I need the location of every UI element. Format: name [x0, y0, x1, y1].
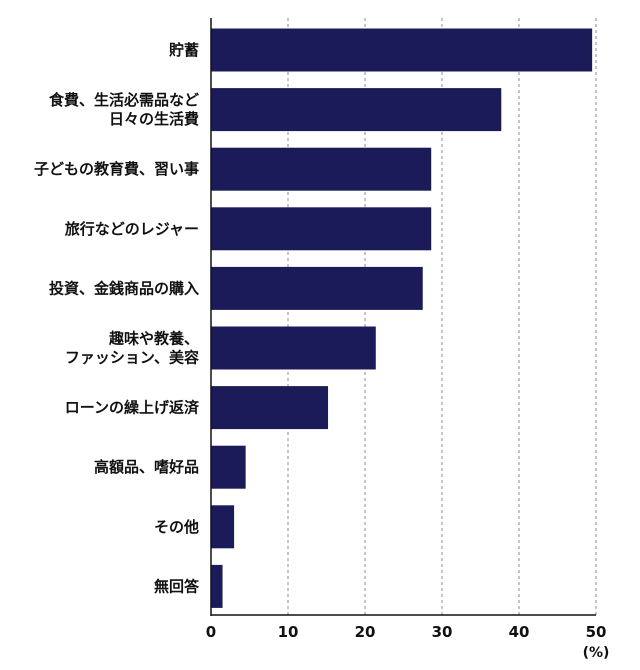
category-label: ファッション、美容	[65, 349, 199, 367]
x-tick-label: 30	[432, 623, 453, 641]
category-label: 子どもの教育費、習い事	[34, 160, 199, 178]
category-label: 貯蓄	[169, 41, 199, 59]
category-label: その他	[154, 518, 199, 536]
category-label: 食費、生活必需品など	[49, 91, 199, 109]
axes	[210, 18, 596, 616]
x-tick-label: 50	[586, 623, 607, 641]
x-axis-unit: (%)	[583, 645, 610, 661]
bar	[211, 564, 223, 608]
category-label: 日々の生活費	[109, 110, 199, 128]
category-label: 高額品、嗜好品	[94, 458, 199, 476]
bars	[211, 28, 593, 608]
tick-labels: 0 10 20 30 40 50	[206, 623, 607, 641]
bar	[211, 505, 235, 549]
x-tick-label: 40	[509, 623, 530, 641]
category-label: 無回答	[154, 577, 200, 595]
bar	[211, 88, 502, 132]
bar	[211, 207, 432, 251]
category-label: 投資、金銭商品の購入	[49, 279, 199, 297]
bar	[211, 147, 432, 191]
category-label: 旅行などのレジャー	[65, 220, 199, 238]
bar	[211, 326, 376, 370]
x-tick-label: 20	[355, 623, 376, 641]
bar	[211, 445, 246, 489]
bar	[211, 266, 423, 310]
x-tick-label: 0	[206, 623, 216, 641]
x-tick-label: 10	[278, 623, 299, 641]
bar	[211, 386, 329, 430]
bar	[211, 28, 593, 72]
category-labels: 貯蓄食費、生活必需品など日々の生活費子どもの教育費、習い事旅行などのレジャー投資…	[34, 41, 200, 595]
category-label: 趣味や教養、	[108, 330, 199, 348]
category-label: ローンの繰上げ返済	[65, 399, 200, 417]
